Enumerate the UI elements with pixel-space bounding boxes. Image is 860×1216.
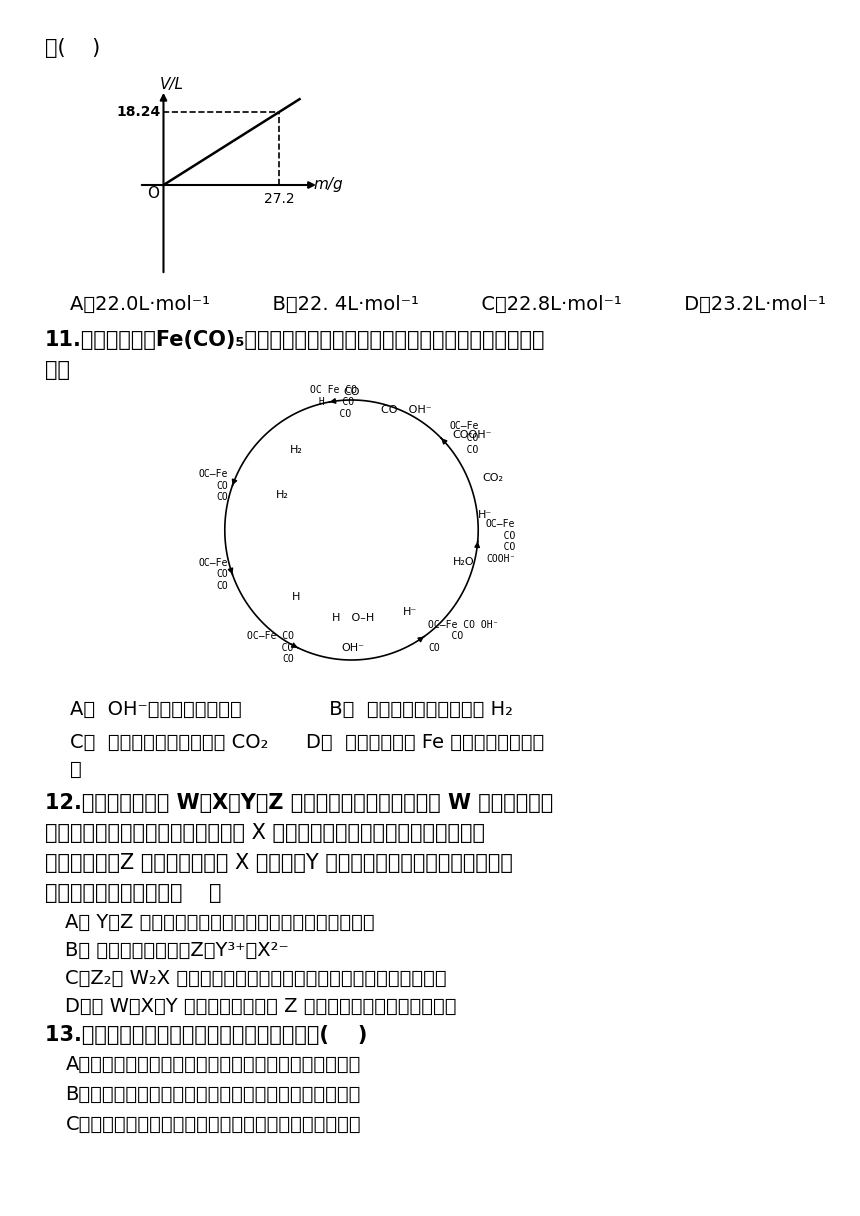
Text: OC—Fe
CO
CO: OC—Fe CO CO	[199, 469, 229, 502]
Text: 18.24: 18.24	[117, 105, 161, 119]
Text: OC—Fe
   CO
   CO
COOH⁻: OC—Fe CO CO COOH⁻	[486, 519, 515, 564]
Text: D．由 W、X、Y 形成的化合物可与 Z 的最高价氧化物的水化物反应: D．由 W、X、Y 形成的化合物可与 Z 的最高价氧化物的水化物反应	[65, 997, 457, 1017]
Text: H₂: H₂	[291, 445, 304, 455]
Text: H₂O: H₂O	[452, 557, 475, 567]
Text: A．同温同压下两种气体的体积之比等于其物质的量之比: A．同温同压下两种气体的体积之比等于其物质的量之比	[65, 1055, 361, 1074]
Text: CO₂: CO₂	[482, 473, 503, 483]
Text: 27.2: 27.2	[264, 192, 294, 206]
Text: H⁻: H⁻	[477, 510, 492, 520]
Text: A．  OH⁻参与了该将化循环              B．  该反应可产生清洁燃料 H₂: A． OH⁻参与了该将化循环 B． 该反应可产生清洁燃料 H₂	[45, 700, 513, 719]
Text: OC—Fe
CO
CO: OC—Fe CO CO	[199, 558, 229, 591]
Text: 11.据文献报道：Fe(CO)₅将化某反应的一种反应机理如下图所示。下列叙述错误: 11.据文献报道：Fe(CO)₅将化某反应的一种反应机理如下图所示。下列叙述错误	[45, 330, 545, 350]
Text: 化: 化	[45, 760, 82, 779]
Text: OC—Fe
   CO
   CO: OC—Fe CO CO	[449, 422, 479, 455]
Text: B． 简单离子的半径：Z＞Y³⁺＞X²⁻: B． 简单离子的半径：Z＞Y³⁺＞X²⁻	[65, 941, 289, 959]
Text: C．  该反应可消耗温室气体 CO₂      D．  该将化循环中 Fe 的成键数目发生变: C． 该反应可消耗温室气体 CO₂ D． 该将化循环中 Fe 的成键数目发生变	[45, 733, 544, 751]
Text: m/g: m/g	[314, 178, 343, 192]
Text: OC—Fe CO OH⁻
    CO
CO: OC—Fe CO OH⁻ CO CO	[428, 620, 499, 653]
Text: H⁻: H⁻	[403, 607, 417, 617]
Text: H O–H: H O–H	[332, 613, 374, 623]
Text: 13.按照阿伏伽德罗定律，下列叙述不正确的是(    ): 13.按照阿伏伽德罗定律，下列叙述不正确的是( )	[45, 1025, 367, 1045]
Text: H: H	[292, 592, 300, 602]
Text: V/L: V/L	[160, 78, 184, 92]
Text: O: O	[147, 186, 159, 201]
Text: OC—Fe CO
   CO
CO: OC—Fe CO CO CO	[247, 631, 294, 664]
Text: 为(    ): 为( )	[45, 38, 101, 58]
Text: C．Z₂与 W₂X 反应过程中，同时有极性键和非极性键的破坏和形成: C．Z₂与 W₂X 反应过程中，同时有极性键和非极性键的破坏和形成	[65, 969, 447, 987]
Text: 与锂离子具有相同的电子层结构，由 X 元素形成的一种单质具有极强的氧化性: 与锂离子具有相同的电子层结构，由 X 元素形成的一种单质具有极强的氧化性	[45, 823, 485, 843]
Text: OC Fe CO
 H   CO
    CO: OC Fe CO H CO CO	[310, 385, 357, 418]
Text: A．22.0L·mol⁻¹          B．22. 4L·mol⁻¹          C．22.8L·mol⁻¹          D．23.2L·mo: A．22.0L·mol⁻¹ B．22. 4L·mol⁻¹ C．22.8L·mol…	[45, 295, 826, 314]
Text: CO OH⁻: CO OH⁻	[381, 405, 432, 415]
Text: 下列有关说法正确的是（    ）: 下列有关说法正确的是（ ）	[45, 883, 222, 903]
Text: OH⁻: OH⁻	[341, 643, 365, 653]
Text: H₂: H₂	[275, 490, 288, 500]
Text: 的是: 的是	[45, 360, 70, 379]
Text: A． Y、Z 形成的化合物是离子化合物且其水溶液呼酸性: A． Y、Z 形成的化合物是离子化合物且其水溶液呼酸性	[65, 913, 375, 931]
Text: B．同温同压下两种气体的物质的量之比等于其密度之比: B．同温同压下两种气体的物质的量之比等于其密度之比	[65, 1085, 361, 1104]
Text: C．同温同压下两种气体的密度之比等于其摩尔质量之比: C．同温同压下两种气体的密度之比等于其摩尔质量之比	[65, 1115, 361, 1135]
Text: CO: CO	[343, 387, 359, 396]
Text: COOH⁻: COOH⁻	[452, 430, 491, 440]
Text: 12.短周期主族元素 W、X、Y、Z 的原子序数依次增大。其中 W 的简单阴离子: 12.短周期主族元素 W、X、Y、Z 的原子序数依次增大。其中 W 的简单阴离子	[45, 793, 553, 814]
Text: 和杀菌性能，Z 的最外层电子比 X 多一个，Y 的最外层电子数等于其电子层数。: 和杀菌性能，Z 的最外层电子比 X 多一个，Y 的最外层电子数等于其电子层数。	[45, 852, 513, 873]
